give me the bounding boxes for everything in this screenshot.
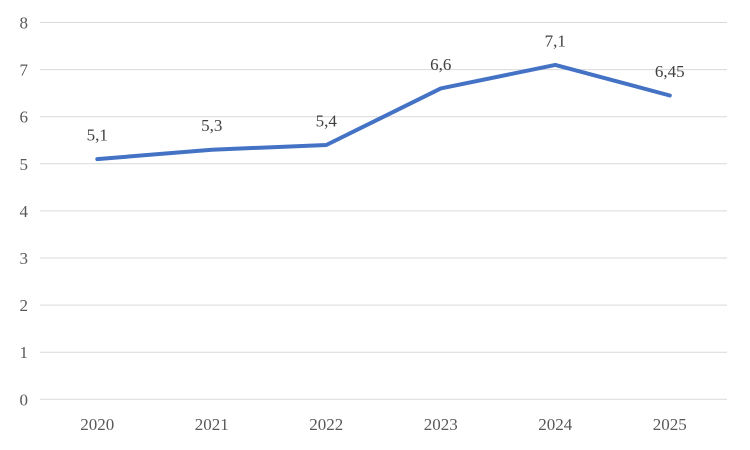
x-axis-label: 2024 [538, 415, 573, 434]
data-point-label: 5,3 [201, 116, 222, 135]
y-axis-tick-label: 4 [20, 202, 29, 221]
data-point-label: 6,45 [655, 62, 685, 81]
y-axis-tick-label: 3 [20, 249, 29, 268]
y-axis-tick-label: 8 [20, 14, 29, 33]
x-axis-label: 2022 [309, 415, 343, 434]
y-axis-tick-label: 1 [20, 343, 29, 362]
data-series-line [95, 62, 672, 162]
data-point-label: 5,1 [87, 126, 108, 145]
y-axis-tick-label: 0 [20, 390, 29, 409]
y-axis-tick-label: 5 [20, 155, 29, 174]
y-axis-tick-label: 7 [20, 61, 29, 80]
x-axis-label: 2020 [80, 415, 114, 434]
y-axis-tick-label: 6 [20, 108, 29, 127]
x-axis-label: 2021 [195, 415, 229, 434]
y-axis-tick-label: 2 [20, 296, 29, 315]
data-point-label: 7,1 [545, 31, 566, 50]
data-point-label: 5,4 [316, 112, 338, 131]
x-axis-label: 2025 [653, 415, 687, 434]
x-axis-label: 2023 [424, 415, 458, 434]
data-point-label: 6,6 [430, 55, 451, 74]
